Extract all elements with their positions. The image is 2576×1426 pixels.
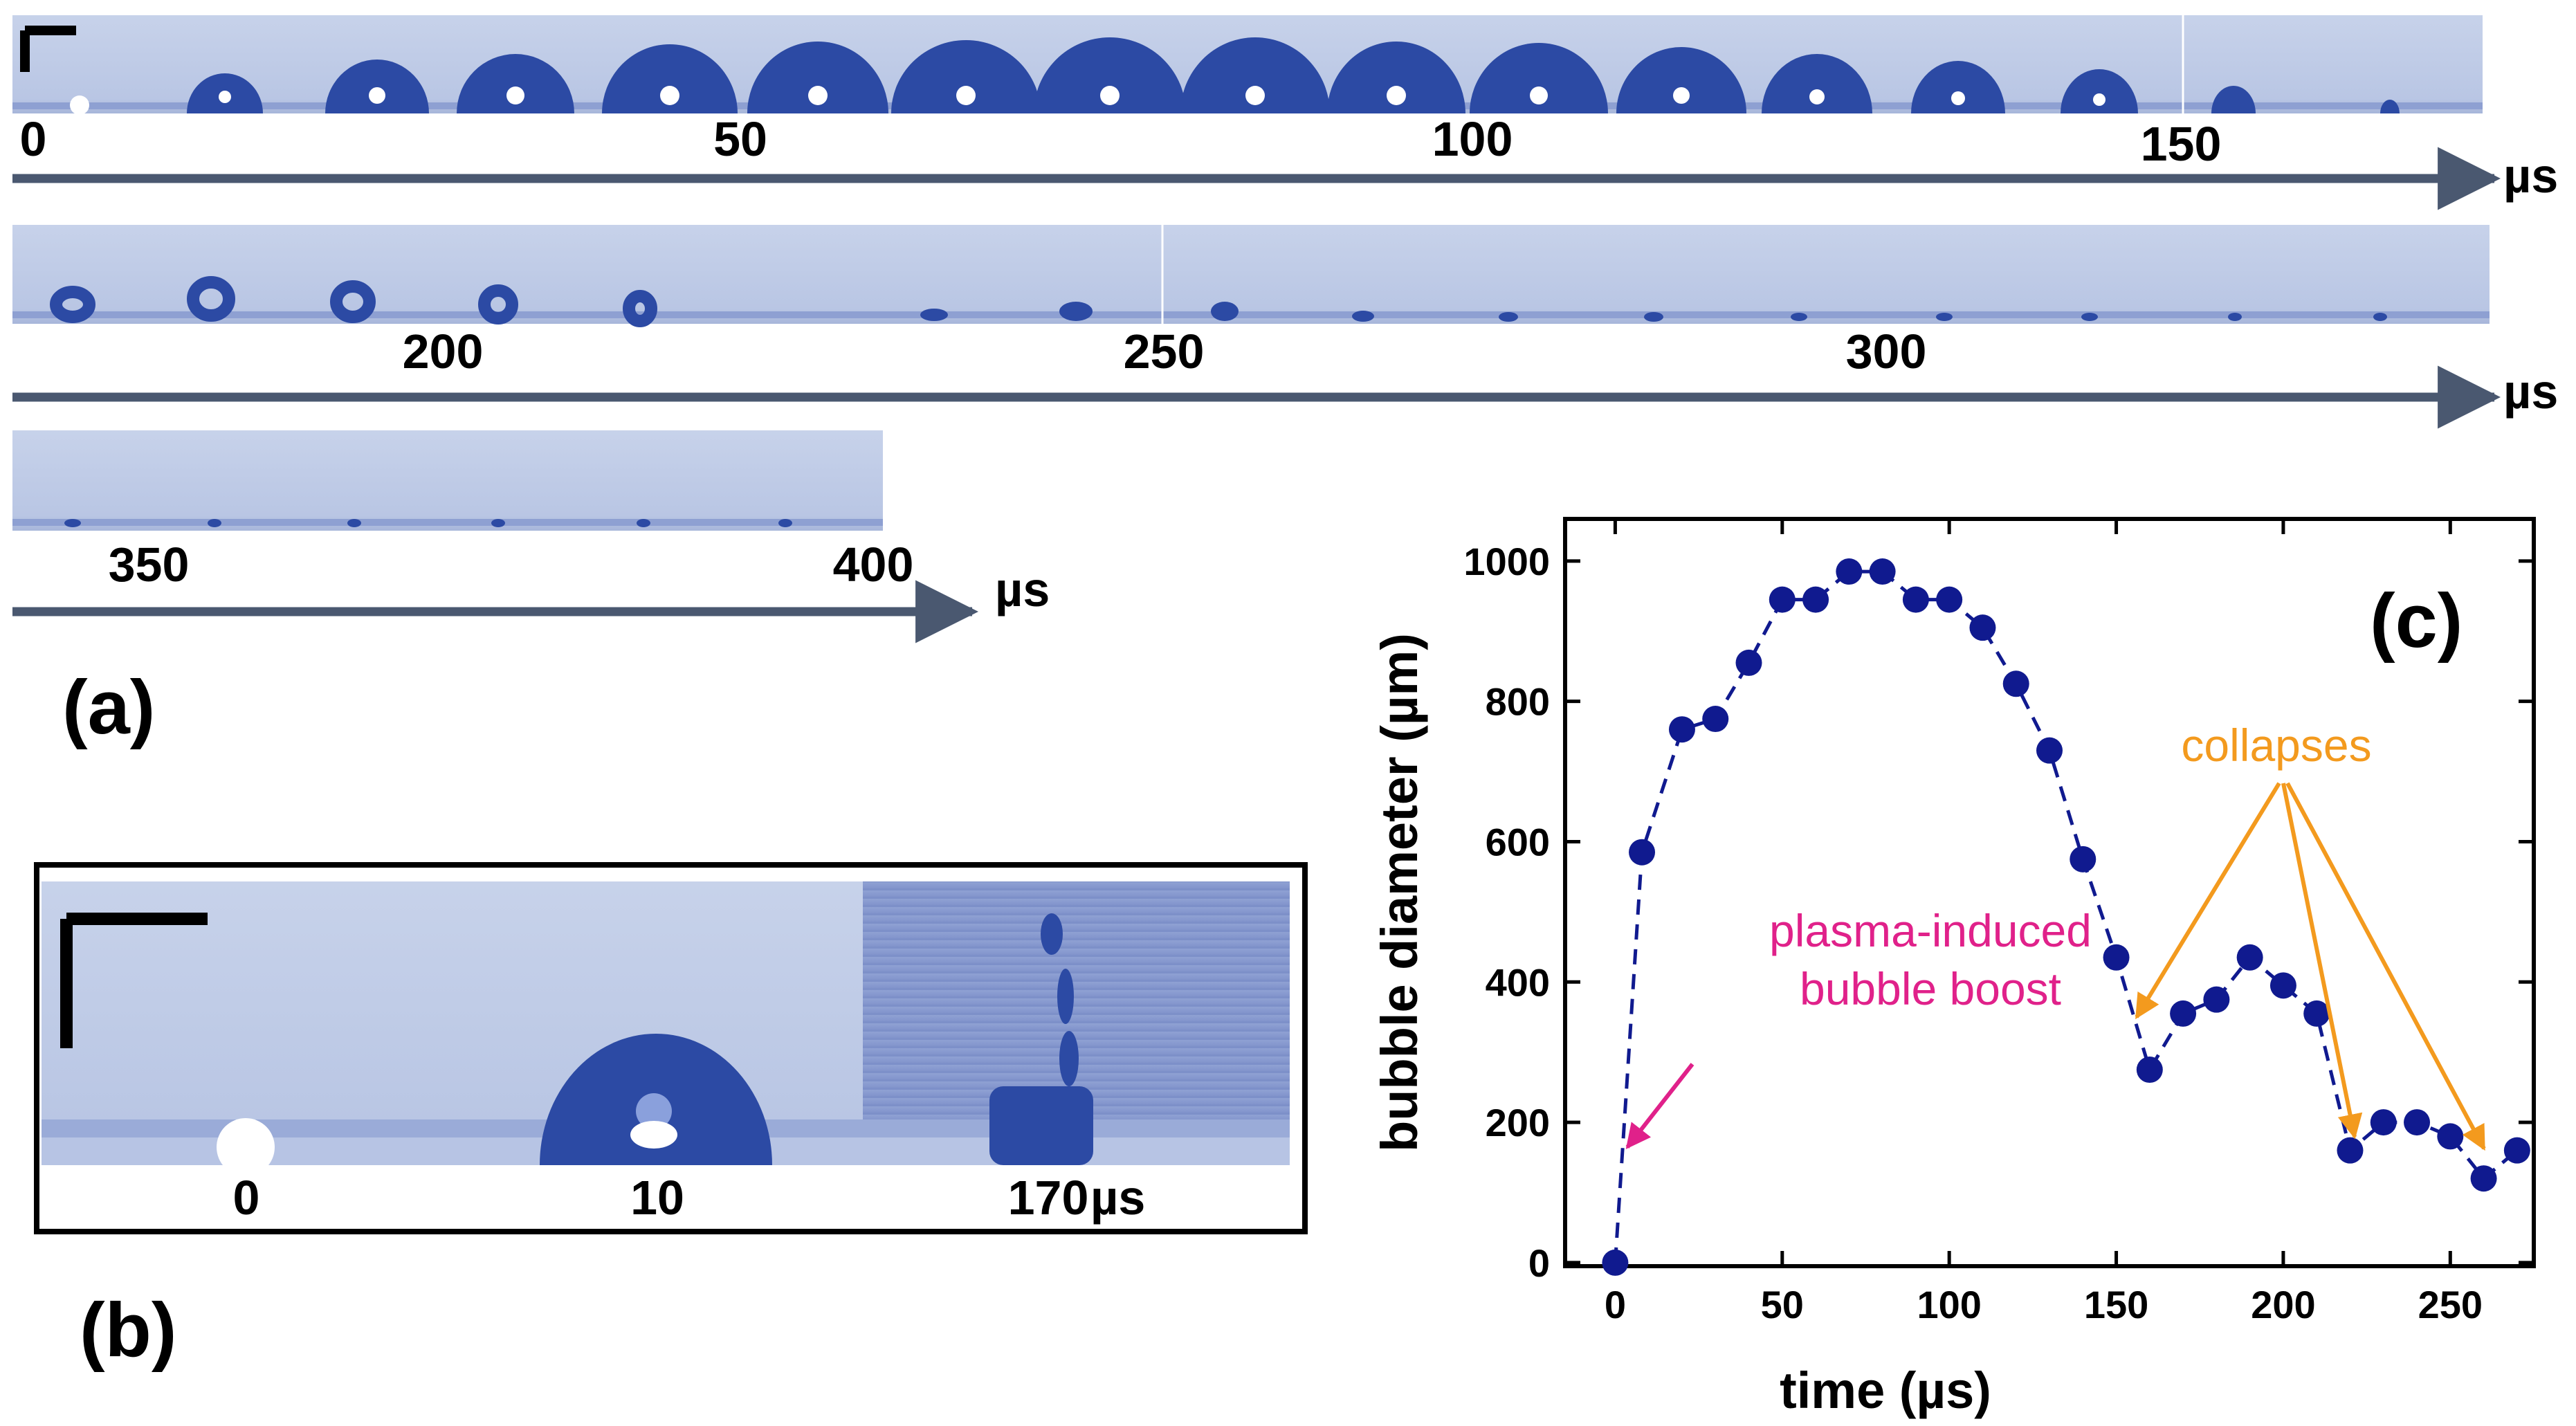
data-point: [2437, 1123, 2464, 1150]
data-point: [1902, 586, 1929, 613]
series-dashed-line: [1613, 569, 2519, 1263]
row2-unit: µs: [2503, 365, 2558, 419]
data-point: [1769, 586, 1796, 613]
row1-tick-3: 150: [2141, 117, 2222, 171]
data-point: [1735, 649, 1762, 676]
panel-a: 0 50 100 150 µs: [12, 15, 2558, 750]
data-point: [2503, 1137, 2530, 1164]
x-tick-label: 0: [1605, 1283, 1626, 1326]
annotation-plasma-arrow: [1625, 1063, 1695, 1149]
row1-tick-2: 100: [1432, 112, 1513, 166]
y-tick-label: 600: [1486, 820, 1550, 863]
panel-b-frame-label-2: 170: [1008, 1171, 1089, 1225]
bubble-t170: [989, 1086, 1093, 1165]
y-tick-label: 800: [1486, 680, 1550, 724]
data-point: [2236, 944, 2263, 971]
x-tick-label: 150: [2084, 1283, 2148, 1326]
data-point: [2337, 1137, 2364, 1164]
data-point: [2404, 1109, 2431, 1136]
data-point: [2470, 1165, 2497, 1192]
data-point: [1936, 586, 1963, 613]
panel-c-chart: 0 50 100 150 200 250 0 200 400 600 800 1000 time (…: [1371, 517, 2536, 1419]
row2-tick-2: 300: [1846, 324, 1927, 378]
film-strip-row-3: [12, 430, 883, 531]
y-tick-label: 400: [1486, 960, 1550, 1004]
x-tick-label: 100: [1917, 1283, 1981, 1326]
film-strip-row-1: [12, 15, 2483, 115]
panel-b-frame-label-0: 0: [233, 1171, 260, 1225]
y-tick-label: 0: [1528, 1241, 1550, 1285]
row3-tick-1: 400: [833, 538, 914, 592]
data-point: [2303, 1000, 2330, 1027]
panel-b: 0 10 170 µs (b): [34, 862, 1308, 1373]
data-point: [2103, 944, 2130, 971]
x-axis-label: time (µs): [1780, 1362, 1991, 1419]
data-point: [2203, 986, 2230, 1013]
data-point: [1629, 839, 1656, 866]
x-tick-label: 50: [1761, 1283, 1804, 1326]
row2-tick-1: 250: [1124, 324, 1205, 378]
annotation-plasma-line-2: bubble boost: [1800, 963, 2061, 1014]
panel-b-label: (b): [80, 1288, 176, 1373]
row1-tick-1: 50: [713, 112, 767, 166]
annotation-plasma-line-1: plasma-induced: [1769, 905, 2092, 956]
y-tick-label: 1000: [1463, 540, 1550, 583]
x-ticks: 0 50 100 150 200 250: [1605, 519, 2483, 1326]
data-point: [2370, 1109, 2397, 1136]
series-points: [1602, 558, 2530, 1276]
data-point: [2269, 972, 2296, 999]
film-strip-row-2: [12, 225, 2490, 327]
y-tick-label: 200: [1486, 1101, 1550, 1144]
data-point: [1969, 614, 1996, 641]
data-point: [1802, 586, 1829, 613]
data-point: [2136, 1057, 2163, 1084]
y-ticks: 0 200 400 600 800 1000: [1463, 540, 2534, 1285]
data-point: [1836, 558, 1863, 585]
x-tick-label: 200: [2251, 1283, 2315, 1326]
data-point: [1702, 706, 1729, 733]
panel-c-label: (c): [2370, 578, 2463, 664]
row2-tick-0: 200: [403, 324, 484, 378]
row3-unit: µs: [995, 563, 1050, 616]
annotation-collapses: collapses: [2181, 720, 2371, 771]
row3-tick-0: 350: [109, 538, 190, 592]
data-point: [1668, 716, 1695, 743]
data-point: [2002, 670, 2029, 697]
y-axis-label: bubble diameter (µm): [1371, 633, 1428, 1152]
panel-b-scale-bar: [60, 913, 208, 1048]
panel-b-unit: µs: [1090, 1171, 1145, 1225]
data-point: [2070, 845, 2097, 872]
plot-frame: [1563, 517, 2536, 1268]
row1-unit: µs: [2503, 149, 2558, 203]
x-tick-label: 250: [2418, 1283, 2483, 1326]
row1-tick-0: 0: [20, 112, 47, 166]
data-point: [2036, 737, 2063, 764]
panel-b-frame-label-1: 10: [630, 1171, 684, 1225]
plasma-spark: [217, 1118, 275, 1176]
annotation-collapses-arrows: [2135, 782, 2486, 1151]
data-point: [2170, 1000, 2197, 1027]
panel-a-label: (a): [62, 665, 155, 750]
data-point: [1602, 1249, 1629, 1276]
data-point: [1869, 558, 1896, 585]
